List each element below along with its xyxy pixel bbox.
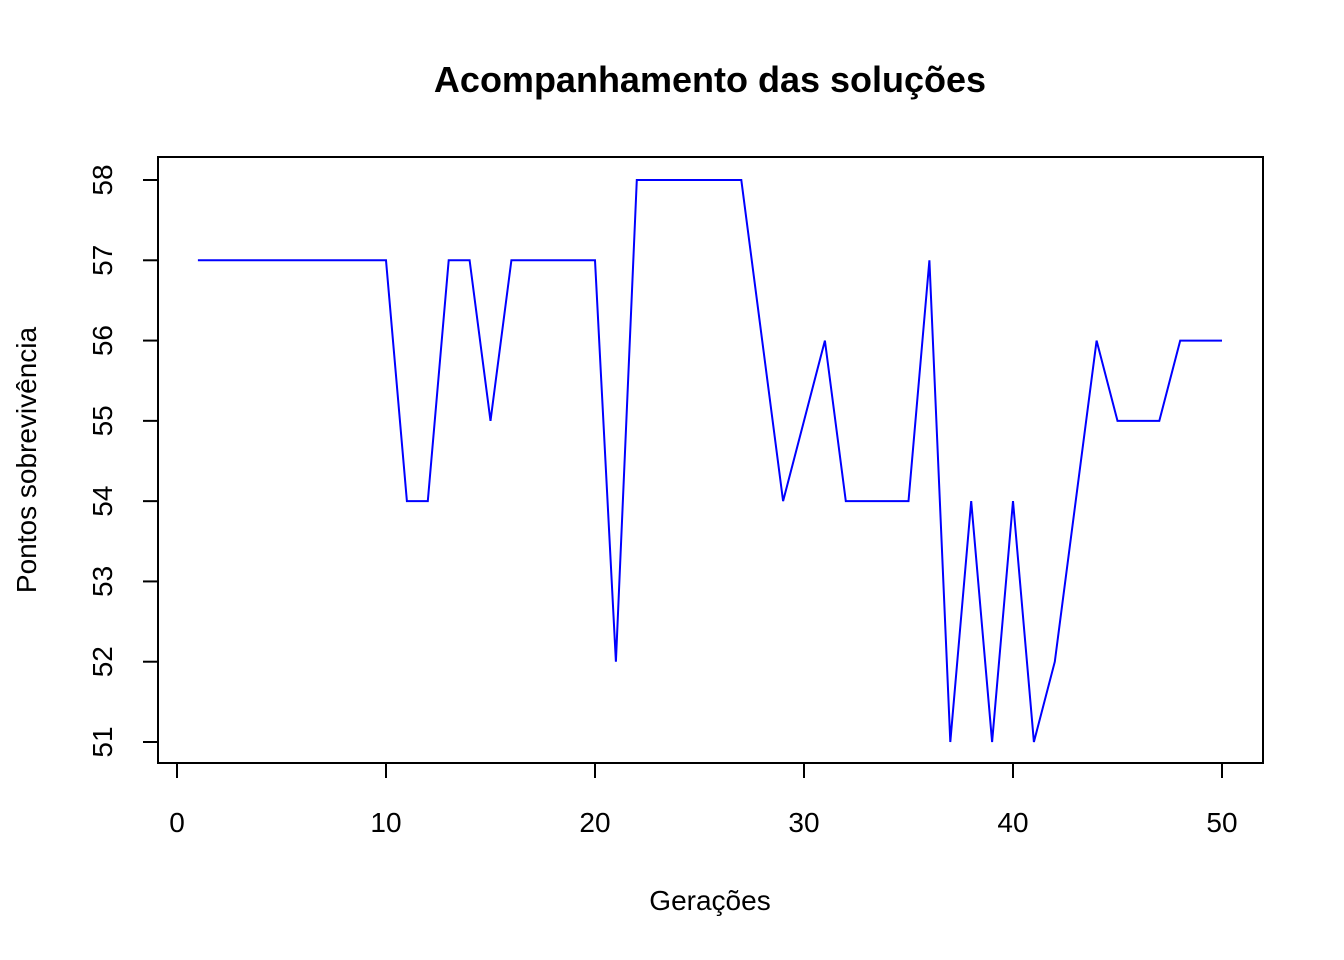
y-axis-label: Pontos sobrevivência [11, 327, 42, 594]
x-tick-label: 30 [788, 807, 819, 838]
x-axis: 0 10 20 30 40 50 [169, 762, 1238, 838]
y-tick-label: 52 [87, 646, 118, 677]
plot-frame [157, 156, 1264, 764]
y-axis: 51 52 53 54 55 56 57 58 [87, 164, 159, 758]
y-tick-label: 58 [87, 164, 118, 195]
x-tick-label: 50 [1206, 807, 1237, 838]
y-tick-label: 57 [87, 245, 118, 276]
y-tick-label: 55 [87, 405, 118, 436]
y-tick-label: 53 [87, 566, 118, 597]
y-tick-label: 54 [87, 486, 118, 517]
x-axis-label: Gerações [649, 885, 770, 916]
y-tick-label: 56 [87, 325, 118, 356]
series-line [197, 179, 1222, 743]
x-tick-label: 20 [579, 807, 610, 838]
x-tick-label: 10 [370, 807, 401, 838]
x-tick-label: 40 [997, 807, 1028, 838]
x-tick-label: 0 [169, 807, 185, 838]
y-tick-label: 51 [87, 726, 118, 757]
chart-title: Acompanhamento das soluções [434, 59, 986, 100]
